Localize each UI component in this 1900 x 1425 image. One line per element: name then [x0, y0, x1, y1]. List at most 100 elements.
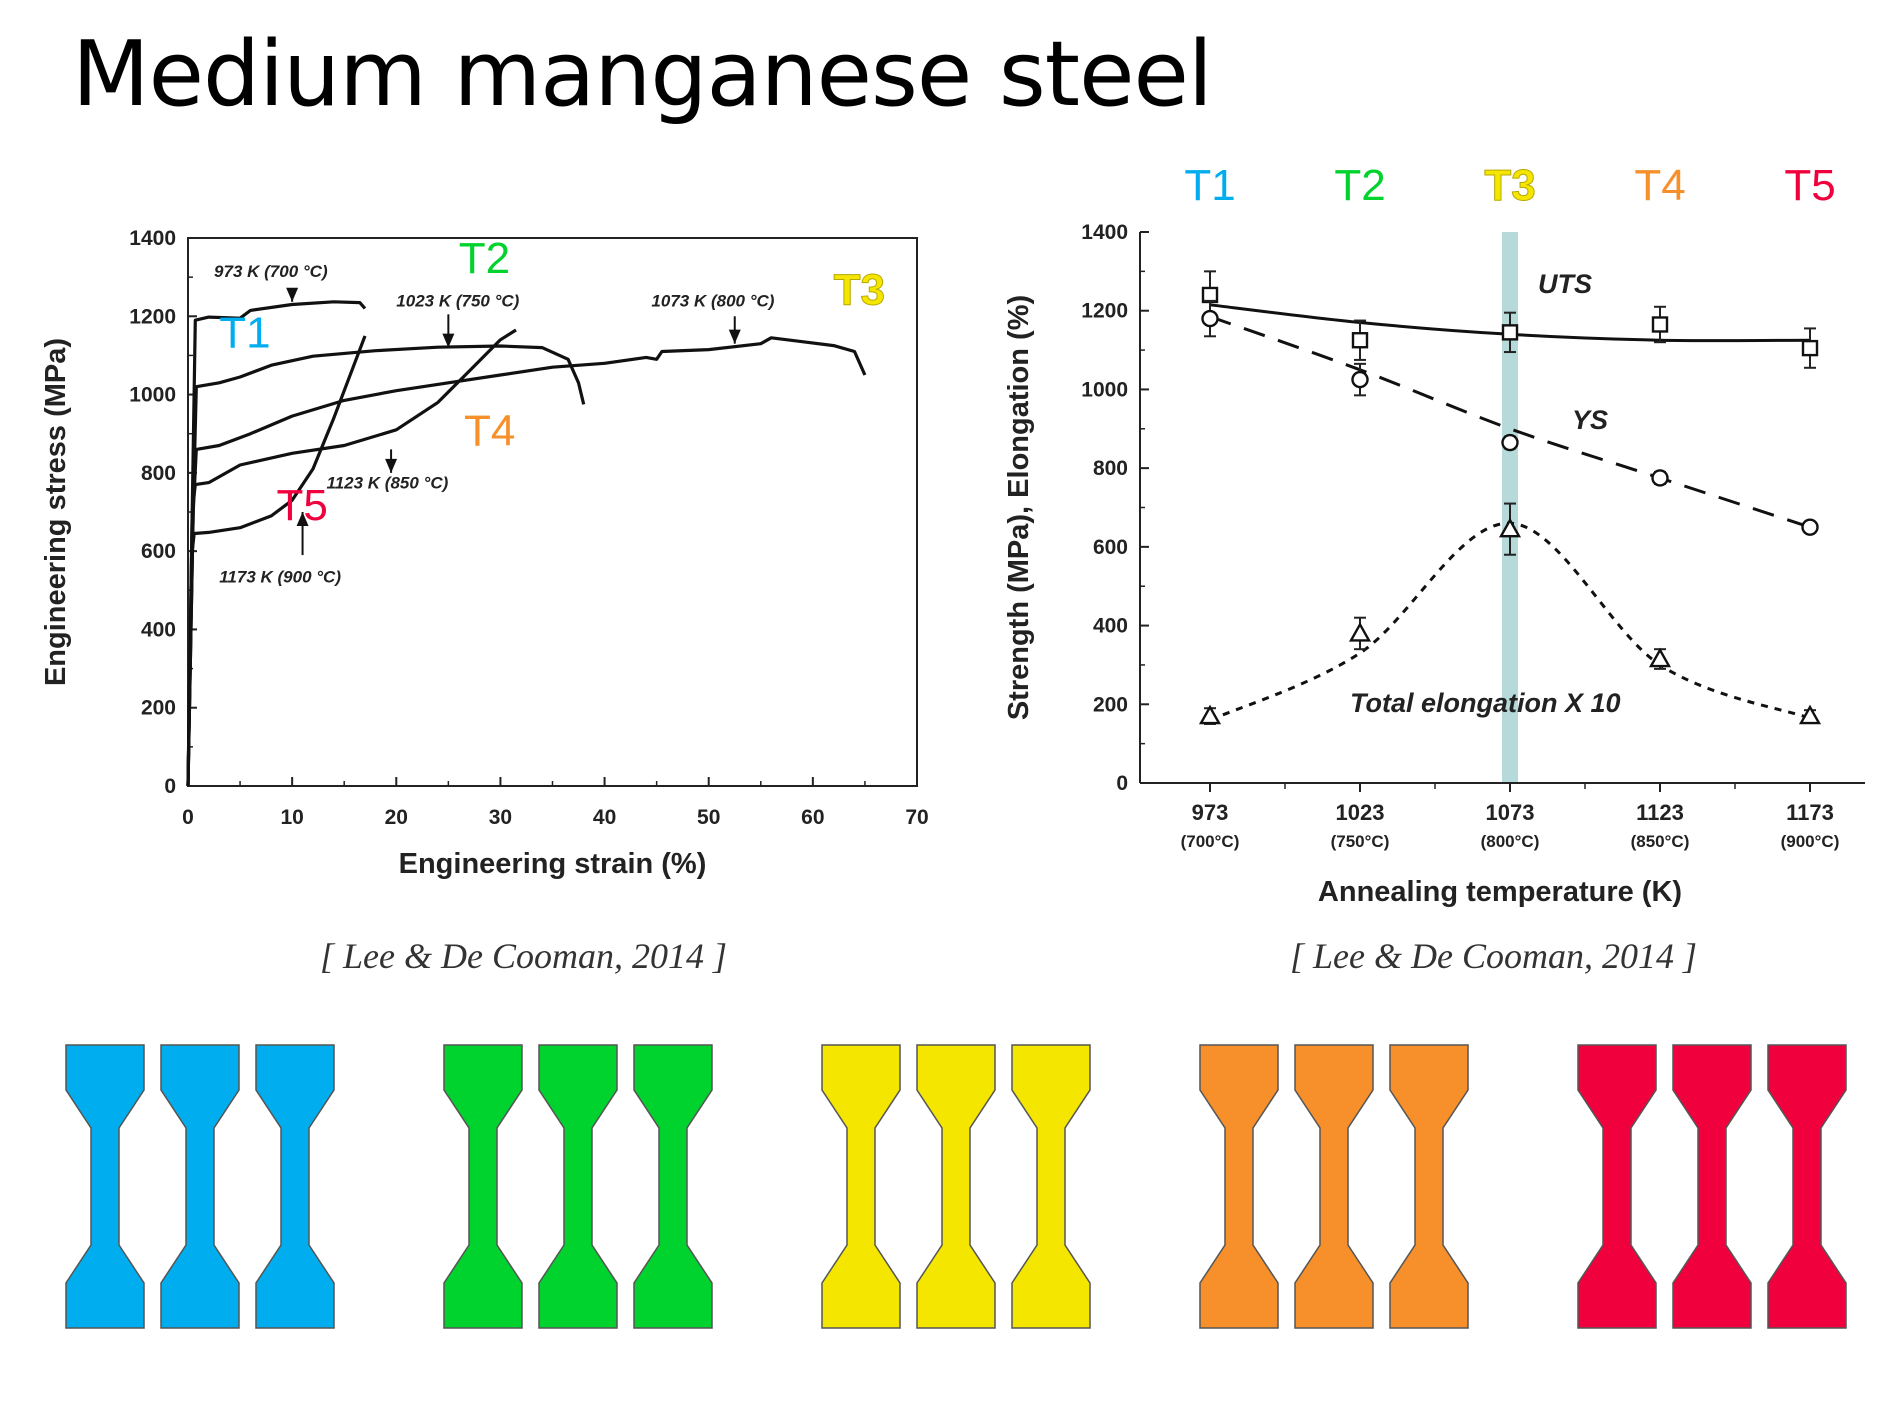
tag-t1: T1	[219, 309, 270, 358]
specimen-t4	[1199, 1044, 1279, 1329]
specimen-t3	[821, 1044, 901, 1329]
y-tick-label: 800	[141, 462, 176, 485]
y-tick-label: 1000	[1081, 378, 1128, 401]
arrow-head	[442, 333, 455, 348]
y-tick-label: 400	[1093, 615, 1128, 638]
y-tick-label: 1200	[1081, 300, 1128, 323]
specimen-t5	[1672, 1044, 1752, 1329]
y-tick-label: 1000	[129, 384, 176, 407]
x-tick-label: 20	[385, 806, 408, 829]
x-tick-label: 60	[801, 806, 824, 829]
x-tick-label: 973	[1192, 800, 1229, 825]
x-tick-label: 70	[905, 806, 928, 829]
x-tick-sublabel: (850°C)	[1631, 832, 1690, 851]
curve-annotation: 1173 K (900 °C)	[219, 567, 341, 586]
x-tick-label: 1123	[1636, 800, 1684, 825]
tag-t2: T2	[459, 234, 510, 283]
uts-label: UTS	[1538, 269, 1592, 299]
x-axis-label: Engineering strain (%)	[399, 848, 707, 880]
arrow-head	[728, 329, 741, 344]
specimen-t2	[633, 1044, 713, 1329]
y-tick-label: 600	[141, 540, 176, 563]
specimen-t3	[1011, 1044, 1091, 1329]
y-tick-label: 1400	[1081, 221, 1128, 244]
elongation-point	[1348, 621, 1372, 642]
ys-point	[1351, 370, 1369, 389]
uts-point	[1501, 324, 1519, 341]
x-tick-label: 10	[280, 806, 303, 829]
specimen-t2	[538, 1044, 618, 1329]
tag-t5: T5	[277, 481, 328, 530]
specimen-t5	[1577, 1044, 1657, 1329]
y-tick-label: 0	[164, 775, 176, 798]
curve-annotation: 1023 K (750 °C)	[396, 292, 519, 311]
ys-label: YS	[1572, 405, 1608, 435]
citation-left: [ Lee & De Cooman, 2014 ]	[320, 936, 727, 976]
uts-point	[1651, 316, 1669, 333]
uts-point	[1351, 332, 1369, 349]
y-tick-label: 200	[1093, 693, 1128, 716]
elongation-point	[1198, 704, 1222, 725]
top-label-t4: T4	[1634, 161, 1685, 210]
curve-t2	[186, 344, 586, 787]
specimen-t1	[160, 1044, 240, 1329]
elongation-point	[1798, 704, 1822, 725]
top-label-t5: T5	[1784, 161, 1835, 210]
y-axis-label: Strength (MPa), Elongation (%)	[1003, 295, 1035, 720]
specimen-t3	[916, 1044, 996, 1329]
x-tick-label: 40	[593, 806, 616, 829]
specimen-t1	[65, 1044, 145, 1329]
curve-annotation: 1123 K (850 °C)	[327, 474, 449, 493]
slide-title: Medium manganese steel	[72, 22, 1213, 127]
y-tick-label: 200	[141, 697, 176, 720]
x-tick-sublabel: (800°C)	[1481, 832, 1540, 851]
specimen-t4	[1389, 1044, 1469, 1329]
y-tick-label: 0	[1116, 772, 1128, 795]
curve-annotation: 973 K (700 °C)	[214, 262, 328, 281]
curve-annotation: 1073 K (800 °C)	[651, 292, 774, 311]
elongation-label: Total elongation X 10	[1350, 688, 1621, 718]
curve-t3	[186, 336, 867, 787]
tag-t3: T3	[834, 266, 885, 315]
curve-t4	[186, 328, 517, 787]
specimen-t5	[1767, 1044, 1847, 1329]
x-tick-label: 1023	[1336, 800, 1385, 825]
x-tick-label: 1073	[1486, 800, 1535, 825]
arrow-head	[385, 458, 398, 473]
x-tick-sublabel: (750°C)	[1331, 832, 1390, 851]
arrow-head	[286, 287, 299, 302]
y-tick-label: 1200	[129, 305, 176, 328]
ys-point	[1501, 433, 1519, 452]
top-label-t2: T2	[1334, 161, 1385, 210]
specimen-t4	[1294, 1044, 1374, 1329]
y-tick-label: 1400	[129, 227, 176, 250]
tag-t4: T4	[464, 406, 515, 455]
ys-point	[1651, 469, 1669, 487]
specimen-t2	[443, 1044, 523, 1329]
ys-point	[1801, 518, 1819, 536]
x-axis-label: Annealing temperature (K)	[1318, 876, 1682, 908]
y-tick-label: 800	[1093, 457, 1128, 480]
curve-t5	[186, 335, 367, 787]
arrow-head	[296, 512, 309, 526]
specimen-t1	[255, 1044, 335, 1329]
curve-t1	[186, 300, 367, 787]
uts-point	[1801, 339, 1819, 357]
x-tick-sublabel: (700°C)	[1181, 832, 1240, 851]
x-tick-label: 1173	[1786, 800, 1834, 825]
top-label-t3: T3	[1484, 161, 1535, 210]
elongation-point	[1498, 517, 1522, 538]
y-tick-label: 400	[141, 618, 176, 641]
y-tick-label: 600	[1093, 536, 1128, 559]
x-tick-label: 0	[182, 806, 194, 829]
x-tick-label: 30	[489, 806, 512, 829]
elongation-point	[1648, 647, 1672, 668]
x-tick-label: 50	[697, 806, 720, 829]
y-axis-label: Engineering stress (MPa)	[40, 338, 72, 686]
top-label-t1: T1	[1184, 161, 1235, 210]
ys-point	[1201, 309, 1219, 328]
x-tick-sublabel: (900°C)	[1781, 832, 1840, 851]
